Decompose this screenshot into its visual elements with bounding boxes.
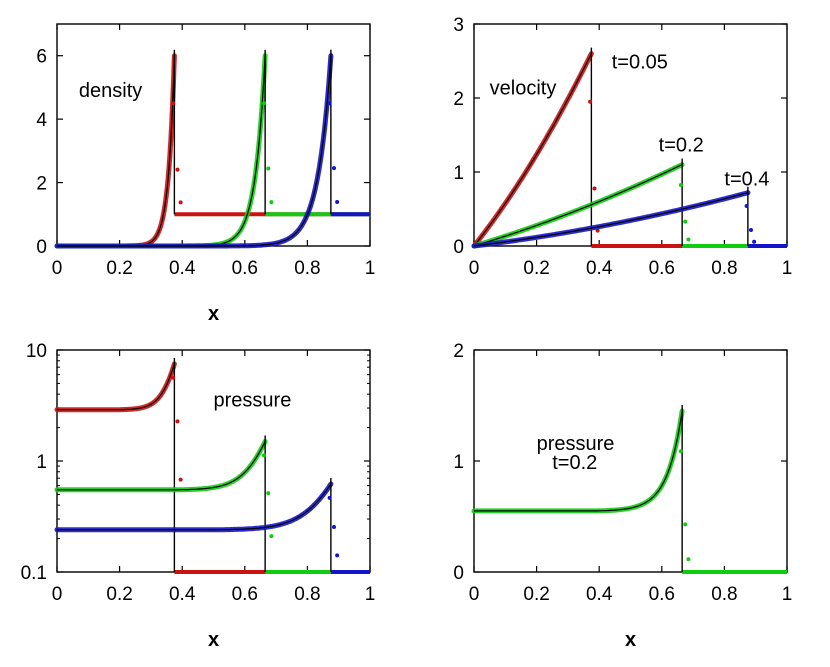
x-tick-label: 0.2 bbox=[523, 258, 549, 279]
series-band-red bbox=[54, 361, 177, 413]
x-tick-label: 0.6 bbox=[649, 584, 675, 605]
x-tick-label: 0.2 bbox=[523, 584, 549, 605]
series-band-green bbox=[54, 439, 268, 493]
x-tick-label: 0.6 bbox=[232, 258, 258, 279]
x-tick-label: 0 bbox=[52, 258, 63, 279]
annotation: density bbox=[79, 80, 142, 102]
scatter-point-green bbox=[683, 522, 688, 527]
scatter-point-green bbox=[269, 534, 274, 539]
scatter-point-red bbox=[588, 99, 593, 104]
x-tick-label: 0.6 bbox=[649, 258, 675, 279]
plot-frame bbox=[473, 349, 788, 573]
y-tick-label: 2 bbox=[453, 341, 464, 362]
scatter-point-green bbox=[686, 557, 691, 562]
scatter-point-red bbox=[178, 200, 183, 205]
density-panel: 0 0.2 0.4 0.6 0.8 1 0 2 4 6 x density bbox=[36, 23, 376, 325]
x-tick-label: 0.8 bbox=[711, 258, 737, 279]
analytic-curve-green bbox=[473, 164, 683, 247]
analytic-curve-blue bbox=[473, 192, 749, 247]
scatter-point-red bbox=[178, 477, 183, 482]
x-tick-label: 0 bbox=[469, 258, 480, 279]
annotation: t=0.4 bbox=[724, 168, 769, 190]
annotation: t=0.2 bbox=[552, 452, 597, 474]
x-axis-label: x bbox=[208, 303, 219, 325]
scatter-point-blue bbox=[744, 204, 749, 209]
x-tick-label: 0.2 bbox=[106, 584, 132, 605]
scatter-point-blue bbox=[327, 495, 332, 500]
scatter-point-red bbox=[175, 167, 180, 172]
x-tick-label: 1 bbox=[782, 584, 793, 605]
y-tick-label: 0 bbox=[453, 237, 464, 258]
annotation: velocity bbox=[490, 77, 557, 99]
x-tick-label: 0 bbox=[52, 584, 63, 605]
x-tick-label: 0.6 bbox=[232, 584, 258, 605]
y-tick-label: 6 bbox=[36, 47, 47, 68]
analytic-curve-blue bbox=[57, 55, 332, 247]
y-tick-label: 4 bbox=[36, 110, 47, 131]
scatter-point-green bbox=[261, 453, 266, 458]
x-tick-label: 1 bbox=[365, 584, 376, 605]
x-tick-label: 0.8 bbox=[294, 584, 320, 605]
scatter-point-blue bbox=[332, 166, 337, 171]
x-tick-label: 0.4 bbox=[586, 584, 613, 605]
annotation: t=0.2 bbox=[659, 134, 704, 156]
x-tick-label: 1 bbox=[782, 258, 793, 279]
x-tick-label: 0.8 bbox=[711, 584, 737, 605]
y-tick-label: 0 bbox=[36, 237, 47, 258]
x-axis-label: x bbox=[208, 629, 219, 651]
analytic-curve-red bbox=[57, 363, 175, 411]
scatter-point-red bbox=[171, 375, 176, 380]
y-tick-label: 1 bbox=[453, 452, 464, 473]
annotation: pressure bbox=[537, 433, 615, 455]
y-tick-label: 0 bbox=[453, 563, 464, 584]
analytic-curve-green bbox=[57, 441, 266, 491]
series-band-blue bbox=[471, 190, 751, 249]
scatter-point-blue bbox=[752, 239, 757, 244]
scatter-point-red bbox=[175, 419, 180, 424]
pressure-log-panel: 0 0.2 0.4 0.6 0.8 1 0.1 1 10 x pressure bbox=[21, 341, 376, 651]
analytic-curve-blue bbox=[57, 483, 332, 531]
plot-frame bbox=[56, 349, 371, 573]
y-tick-label: 1 bbox=[453, 163, 464, 184]
y-tick-label: 2 bbox=[453, 89, 464, 110]
y-tick-label: 0.1 bbox=[21, 563, 47, 584]
scatter-point-green bbox=[266, 491, 271, 496]
scatter-point-blue bbox=[332, 525, 337, 530]
x-tick-label: 0.8 bbox=[294, 258, 320, 279]
annotation: pressure bbox=[214, 389, 292, 411]
x-tick-label: 0 bbox=[469, 584, 480, 605]
scatter-point-green bbox=[686, 237, 691, 242]
x-tick-label: 0.4 bbox=[169, 584, 196, 605]
x-axis-label: x bbox=[625, 629, 636, 651]
scatter-point-green bbox=[269, 200, 274, 205]
scatter-point-blue bbox=[335, 553, 340, 558]
scatter-point-red bbox=[592, 186, 597, 191]
x-tick-label: 0.4 bbox=[586, 258, 613, 279]
x-tick-label: 0.2 bbox=[106, 258, 132, 279]
scatter-point-blue bbox=[749, 228, 754, 233]
y-tick-label: 2 bbox=[36, 174, 47, 195]
velocity-panel: 0 0.2 0.4 0.6 0.8 1 0 1 2 3 velocity t=0.05 t=0.2 t=0… bbox=[453, 15, 792, 279]
y-tick-label: 10 bbox=[26, 341, 47, 362]
x-tick-label: 1 bbox=[365, 258, 376, 279]
scatter-point-red bbox=[171, 101, 176, 106]
y-tick-label: 1 bbox=[36, 452, 47, 473]
x-tick-label: 0.4 bbox=[169, 258, 196, 279]
analytic-curve-green bbox=[474, 411, 683, 512]
scatter-point-green bbox=[266, 166, 271, 171]
scatter-point-green bbox=[683, 219, 688, 224]
analytic-curve-red bbox=[473, 53, 592, 247]
scatter-point-blue bbox=[327, 101, 332, 106]
annotation: t=0.05 bbox=[612, 51, 668, 73]
scatter-point-green bbox=[678, 449, 683, 454]
y-tick-label: 3 bbox=[453, 15, 464, 36]
scatter-point-green bbox=[261, 101, 266, 106]
scatter-point-green bbox=[678, 182, 683, 187]
scatter-point-blue bbox=[335, 199, 340, 204]
